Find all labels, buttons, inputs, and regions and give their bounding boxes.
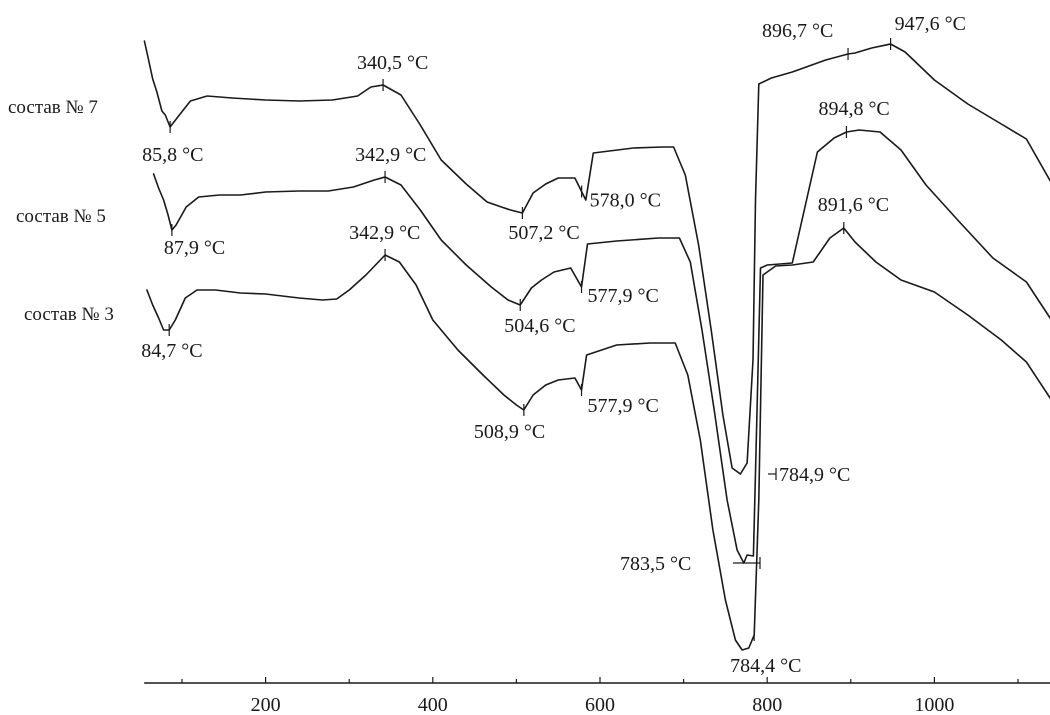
peak-annotation: 577,9 °C [588,395,659,417]
peak-annotation: 342,9 °C [355,144,426,166]
peak-annotation: 784,4 °C [730,655,801,677]
series-label: состав № 7 [8,97,98,118]
peak-annotation: 891,6 °C [818,194,889,216]
peak-annotation: 894,8 °C [818,98,889,120]
peak-annotation: 896,7 °C [762,20,833,42]
series-label: состав № 3 [24,304,114,325]
peak-annotation: 342,9 °C [349,222,420,244]
peak-annotation: 508,9 °C [474,421,545,443]
x-axis-tick-label: 800 [752,694,782,715]
series-curve [146,227,1050,651]
peak-annotation: 85,8 °C [142,144,203,166]
peak-annotation: 507,2 °C [508,222,579,244]
x-axis-tick-label: 200 [251,694,281,715]
peak-annotation: 340,5 °C [357,52,428,74]
peak-annotation: 784,9 °C [779,464,850,486]
peak-annotation: 783,5 °C [620,553,691,575]
peak-annotation: 84,7 °C [141,340,202,362]
series-curve [143,40,1050,475]
peak-annotation: 578,0 °C [590,190,661,212]
x-axis-tick-label: 600 [585,694,615,715]
x-axis-tick-label: 400 [418,694,448,715]
series-label: состав № 5 [16,206,106,227]
peak-annotation: 947,6 °C [895,13,966,35]
peak-annotation: 577,9 °C [588,285,659,307]
peak-annotation: 504,6 °C [504,315,575,337]
x-axis-tick-label: 1000 [914,694,954,715]
peak-annotation: 87,9 °C [164,237,225,259]
